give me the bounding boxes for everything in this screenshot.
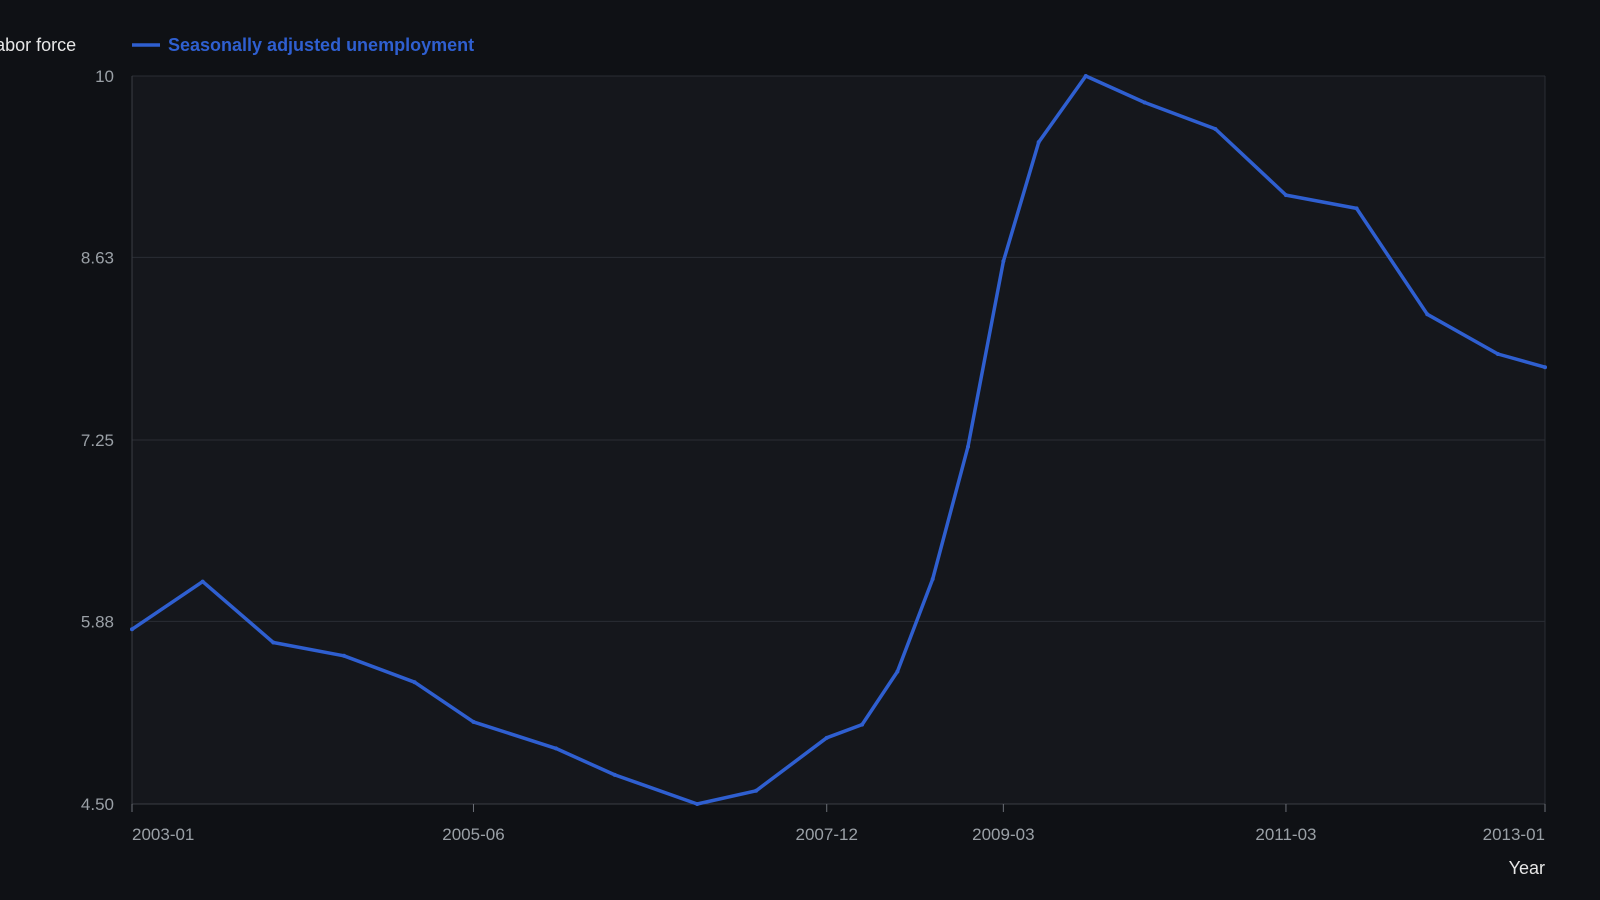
data-point <box>1543 365 1547 370</box>
data-point <box>553 746 558 751</box>
legend: Unemployment rate of the civilian labor … <box>0 35 474 55</box>
x-tick-label: 2011-03 <box>1255 825 1316 844</box>
y-tick-label: 10 <box>95 67 114 86</box>
data-point <box>1495 351 1500 356</box>
x-tick-label: 2003-01 <box>132 825 194 844</box>
data-point <box>1036 140 1041 145</box>
data-point <box>612 772 617 777</box>
data-point <box>341 653 346 658</box>
data-point <box>930 576 935 581</box>
data-point <box>1142 100 1147 105</box>
data-point <box>130 627 134 632</box>
data-point <box>271 640 276 645</box>
grid-lines <box>132 75 1545 805</box>
series-layer <box>130 74 1547 806</box>
x-tick-label: 2009-03 <box>972 825 1034 844</box>
data-point <box>471 719 476 724</box>
legend-entry-label[interactable]: Unemployment rate of the civilian labor … <box>0 35 76 55</box>
x-tick-label: 2005-06 <box>442 825 504 844</box>
data-point <box>754 788 759 793</box>
data-point <box>1354 206 1359 211</box>
data-point <box>824 735 829 740</box>
data-point <box>200 579 205 584</box>
data-point <box>695 802 700 806</box>
y-tick-label: 7.25 <box>81 431 114 450</box>
y-tick-label: 4.50 <box>81 795 114 814</box>
x-tick-label: 2007-12 <box>796 825 858 844</box>
legend-entry-label[interactable]: Seasonally adjusted unemployment <box>168 35 474 55</box>
data-point <box>1083 74 1088 78</box>
x-axis-title: Year <box>1509 858 1545 878</box>
y-tick-label: 8.63 <box>81 248 114 267</box>
y-tick-label: 5.88 <box>81 612 114 631</box>
data-point <box>412 680 417 685</box>
data-point <box>1425 312 1430 317</box>
axes: 10 8.63 7.25 5.88 4.50 2003-01 2005-06 2007-12 2… <box>81 67 1546 844</box>
data-point <box>1001 259 1006 264</box>
data-point <box>966 444 971 449</box>
x-tick-label: 2013-01 <box>1483 825 1545 844</box>
data-point <box>895 669 900 674</box>
data-point <box>1283 193 1288 198</box>
data-point <box>1213 126 1218 131</box>
data-point <box>860 722 865 727</box>
